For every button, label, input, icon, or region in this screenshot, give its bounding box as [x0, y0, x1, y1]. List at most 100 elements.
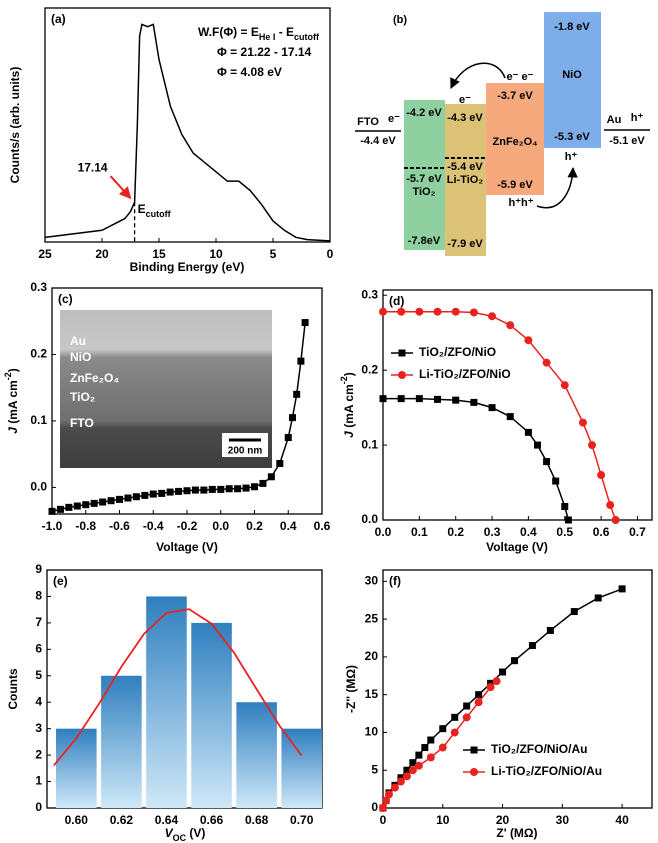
formula-part: He I	[259, 32, 276, 42]
inset-label: Au	[70, 334, 86, 348]
y-tick-label: 25	[365, 611, 379, 625]
layer-name: TiO₂	[412, 186, 435, 198]
data-point	[438, 743, 447, 752]
panel-label: (c)	[58, 292, 73, 306]
x-tick-label: 0.4	[280, 519, 297, 533]
x-tick-label: 10	[209, 247, 223, 261]
data-point	[543, 458, 551, 466]
data-point	[191, 486, 199, 494]
electrode: FTO	[357, 116, 379, 128]
data-point	[384, 790, 393, 799]
x-tick-label: 0.62	[110, 813, 134, 827]
inset-label: TiO₂	[70, 390, 95, 404]
data-point	[570, 608, 578, 616]
data-point	[200, 486, 208, 494]
data-point	[470, 398, 478, 406]
x-axis-label: Voltage (V)	[156, 540, 218, 554]
data-point	[499, 668, 507, 676]
level: -3.7 eV	[497, 90, 533, 102]
data-point	[158, 489, 166, 497]
level: -7.8eV	[408, 235, 441, 247]
carrier: e⁻	[388, 113, 400, 125]
band-diagram: (b) -4.2 eV -5.7 eV TiO₂ -7.8eV -4.3 eV …	[355, 12, 650, 256]
panel-label: (a)	[51, 12, 66, 26]
data-point	[542, 358, 551, 367]
y-tick-label: 5	[371, 762, 378, 776]
x-tick-label: -1.0	[42, 519, 63, 533]
data-point	[379, 307, 387, 316]
data-point	[65, 503, 73, 511]
x-tick-label: -0.8	[75, 519, 96, 533]
y-tick-label: 20	[365, 649, 379, 663]
y-tick-label: 30	[365, 574, 379, 588]
data-point	[506, 413, 514, 421]
x-tick-label: 0.0	[212, 519, 229, 533]
x-tick-label: 0.66	[200, 813, 224, 827]
data-point	[492, 677, 501, 686]
line	[383, 397, 570, 521]
y-tick-label: 7	[35, 615, 42, 629]
carrier: e⁻ e⁻	[507, 71, 534, 83]
data-point	[594, 594, 602, 602]
carrier: h⁺	[631, 112, 644, 124]
data-point	[426, 753, 435, 762]
data-point	[488, 312, 497, 321]
data-point	[408, 766, 417, 775]
inset-label: FTO	[70, 416, 94, 430]
data-point	[284, 434, 292, 442]
inset-label: ZnFe₂O₄	[70, 371, 119, 385]
x-tick-label: 30	[556, 813, 570, 827]
fit-curve	[53, 608, 303, 766]
data-point	[451, 307, 460, 316]
data-point	[141, 491, 149, 499]
y-tick-label: 0.1	[361, 437, 378, 451]
data-point	[132, 493, 140, 501]
electrode: Au	[607, 114, 622, 126]
panel-label: (f)	[389, 574, 401, 588]
data-point	[396, 777, 405, 786]
data-point	[450, 728, 459, 737]
x-tick-label: 10	[436, 813, 450, 827]
level: -4.4 eV	[360, 135, 396, 147]
data-point	[56, 505, 64, 513]
x-axis-label-part: OC	[173, 833, 187, 843]
data-point	[475, 691, 483, 699]
data-point	[397, 307, 406, 316]
level: -5.7 eV	[406, 173, 442, 185]
level: -1.8 eV	[554, 21, 590, 33]
data-point	[397, 395, 405, 403]
data-point	[99, 498, 107, 506]
data-point	[175, 487, 183, 495]
level: -5.9 eV	[497, 179, 533, 191]
formula-line: Φ = 4.08 eV	[217, 65, 282, 79]
legend-label: Li-TiO₂/ZFO/NiO/Au	[491, 764, 602, 778]
data-point	[528, 642, 536, 650]
legend-label: Li-TiO₂/ZFO/NiO	[419, 367, 511, 381]
y-tick-label: 0.0	[30, 480, 47, 494]
data-point	[421, 744, 429, 752]
x-tick-label: -0.6	[109, 519, 130, 533]
data-point	[82, 501, 90, 509]
bar	[191, 622, 232, 808]
data-point	[90, 499, 98, 507]
y-tick-label: 15	[365, 687, 379, 701]
x-tick-label: 0.68	[245, 813, 269, 827]
x-tick-label: 0.3	[484, 525, 501, 539]
x-tick-label: 0	[327, 247, 334, 261]
data-point	[403, 766, 411, 774]
y-axis-label-part: J	[342, 431, 356, 438]
formula-line: Φ = 21.22 - 17.14	[217, 45, 312, 59]
data-point	[511, 657, 519, 665]
level: -7.9 eV	[447, 238, 483, 250]
y-tick-label: 0.0	[361, 512, 378, 526]
y-axis-label: J (mA cm-2)	[339, 372, 356, 438]
data-point	[488, 404, 496, 412]
data-point	[618, 585, 626, 593]
carrier: h⁺	[565, 151, 578, 163]
data-point	[390, 783, 399, 792]
data-point	[48, 507, 56, 515]
y-axis-label: J (mA cm-2)	[3, 368, 20, 434]
x-axis-label-part: (V)	[186, 826, 205, 840]
data-point	[415, 307, 424, 316]
formula-part: cutoff	[294, 32, 320, 42]
